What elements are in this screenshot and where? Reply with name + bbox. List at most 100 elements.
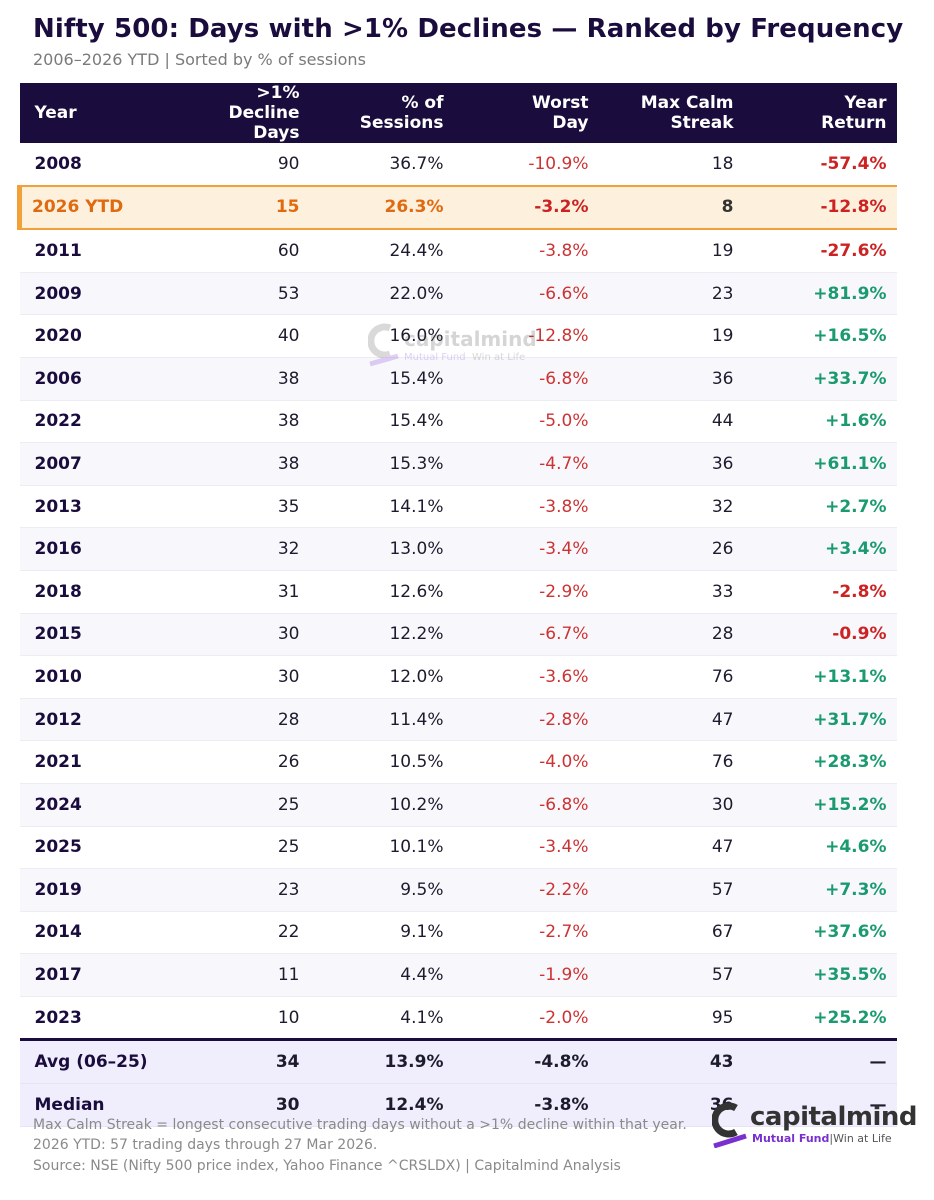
cell-streak: 44	[588, 400, 734, 444]
cell-pct: 22.0%	[299, 272, 444, 316]
cell-days: 22	[179, 911, 300, 955]
cell-pct: 24.4%	[299, 229, 444, 273]
cell-year: 2010	[19, 655, 180, 699]
table-row: 2023 10 4.1% -2.0% 95 +25.2%	[19, 996, 897, 1041]
cell-year: 2018	[19, 570, 180, 614]
cell-pct: 4.4%	[299, 953, 444, 997]
cell-days: 38	[179, 400, 300, 444]
cell-pct: 10.1%	[299, 826, 444, 870]
cell-worst: -3.8%	[443, 485, 589, 529]
table-body: 2008 90 36.7% -10.9% 18 -57.4% 2026 YTD 15 26.3%…	[17, 143, 897, 1127]
cell-pct: 10.5%	[299, 740, 444, 784]
table-row: 2008 90 36.7% -10.9% 18 -57.4%	[19, 143, 897, 187]
cell-worst: -5.0%	[443, 400, 589, 444]
cell-worst: -4.7%	[443, 442, 589, 486]
table-row: 2011 60 24.4% -3.8% 19 -27.6%	[19, 229, 897, 273]
cell-pct: 9.1%	[299, 911, 444, 955]
cell-worst: -3.6%	[443, 655, 589, 699]
table-row: 2017 11 4.4% -1.9% 57 +35.5%	[19, 953, 897, 997]
table-row: 2009 53 22.0% -6.6% 23 +81.9%	[19, 272, 897, 316]
cell-streak: 47	[588, 826, 734, 870]
cell-pct: 9.5%	[299, 868, 444, 912]
cell-ret: +61.1%	[733, 442, 897, 486]
cell-year: 2008	[19, 143, 180, 187]
table-row: 2018 31 12.6% -2.9% 33 -2.8%	[19, 570, 897, 614]
cell-worst: -6.8%	[443, 357, 589, 401]
cell-year: 2024	[19, 783, 180, 827]
cell-days: 23	[179, 868, 300, 912]
cell-worst: -2.7%	[443, 911, 589, 955]
cell-ret: —	[733, 1038, 897, 1085]
summary-row: Avg (06–25) 34 13.9% -4.8% 43—	[19, 1038, 897, 1085]
header-pct-sessions: % of Sessions	[299, 83, 444, 143]
cell-days: 15	[179, 184, 300, 231]
cell-pct: 4.1%	[299, 996, 444, 1041]
cell-streak: 43	[588, 1038, 734, 1085]
cell-streak: 8	[588, 184, 734, 231]
cell-pct: 36.7%	[299, 143, 444, 187]
cell-days: 40	[179, 314, 300, 358]
cell-streak: 30	[588, 783, 734, 827]
cell-ret: +1.6%	[733, 400, 897, 444]
table-row: 2024 25 10.2% -6.8% 30 +15.2%	[19, 783, 897, 827]
cell-year: 2022	[19, 400, 180, 444]
cell-worst: -10.9%	[443, 143, 589, 187]
table-row: 2015 30 12.2% -6.7% 28 -0.9%	[19, 613, 897, 657]
cell-worst: -6.6%	[443, 272, 589, 316]
cell-days: 25	[179, 826, 300, 870]
table-row: 2022 38 15.4% -5.0% 44 +1.6%	[19, 400, 897, 444]
cell-ret: +13.1%	[733, 655, 897, 699]
cell-ret: +37.6%	[733, 911, 897, 955]
cell-streak: 57	[588, 868, 734, 912]
cell-days: 60	[179, 229, 300, 273]
cell-year: 2017	[19, 953, 180, 997]
cell-days: 90	[179, 143, 300, 187]
cell-year: 2020	[19, 314, 180, 358]
logo-wordmark: capitalmind	[750, 1102, 918, 1132]
cell-streak: 95	[588, 996, 734, 1041]
header-year: Year	[19, 83, 180, 143]
cell-year: Median	[19, 1083, 180, 1127]
cell-year: 2025	[19, 826, 180, 870]
cell-days: 30	[179, 655, 300, 699]
cell-ret: -57.4%	[733, 143, 897, 187]
cell-year: 2021	[19, 740, 180, 784]
cell-days: 32	[179, 527, 300, 571]
cell-days: 34	[179, 1038, 300, 1085]
cell-streak: 19	[588, 314, 734, 358]
cell-streak: 36	[588, 357, 734, 401]
table-row: 2020 40 16.0% -12.8% 19 +16.5%	[19, 314, 897, 358]
cell-ret: +25.2%	[733, 996, 897, 1041]
cell-year: 2015	[19, 613, 180, 657]
cell-days: 28	[179, 698, 300, 742]
cell-streak: 26	[588, 527, 734, 571]
cell-ret: +4.6%	[733, 826, 897, 870]
table-row: 2013 35 14.1% -3.8% 32 +2.7%	[19, 485, 897, 529]
footnote-ytd: 2026 YTD: 57 trading days through 27 Mar…	[33, 1137, 378, 1153]
cell-streak: 76	[588, 655, 734, 699]
cell-worst: -3.8%	[443, 229, 589, 273]
cell-ret: +28.3%	[733, 740, 897, 784]
cell-worst: -6.7%	[443, 613, 589, 657]
cell-worst: -2.2%	[443, 868, 589, 912]
cell-pct: 15.4%	[299, 357, 444, 401]
cell-worst: -12.8%	[443, 314, 589, 358]
cell-ret: +35.5%	[733, 953, 897, 997]
cell-pct: 13.0%	[299, 527, 444, 571]
cell-worst: -2.8%	[443, 698, 589, 742]
chart-subtitle: 2006–2026 YTD | Sorted by % of sessions	[33, 50, 366, 69]
cell-streak: 33	[588, 570, 734, 614]
cell-ret: +3.4%	[733, 527, 897, 571]
cell-pct: 13.9%	[299, 1038, 444, 1085]
cell-year: 2014	[19, 911, 180, 955]
cell-worst: -3.4%	[443, 527, 589, 571]
cell-pct: 11.4%	[299, 698, 444, 742]
cell-ret: -2.8%	[733, 570, 897, 614]
decline-table: Year >1% Decline Days % of Sessions Worst D…	[17, 83, 897, 1127]
cell-streak: 36	[588, 442, 734, 486]
table-row: 2019 23 9.5% -2.2% 57 +7.3%	[19, 868, 897, 912]
cell-pct: 26.3%	[299, 184, 444, 231]
table-row: 2012 28 11.4% -2.8% 47 +31.7%	[19, 698, 897, 742]
cell-ret: +2.7%	[733, 485, 897, 529]
table-header-row: Year >1% Decline Days % of Sessions Worst D…	[19, 83, 897, 143]
